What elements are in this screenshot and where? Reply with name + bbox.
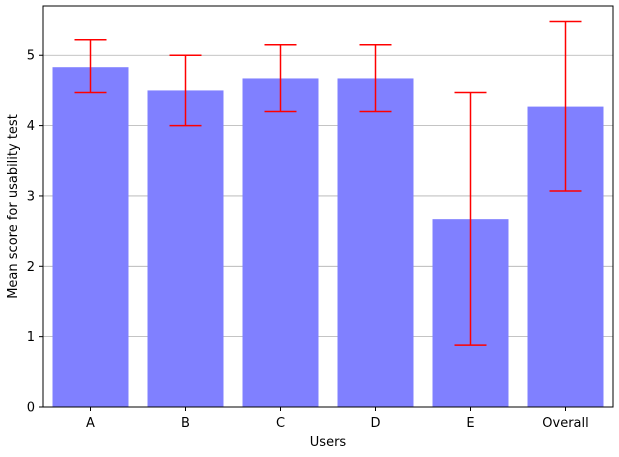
y-tick-label: 3 xyxy=(27,189,35,204)
y-axis-label: Mean score for usability test xyxy=(6,114,21,299)
x-tick-label: B xyxy=(181,416,190,431)
y-tick-label: 4 xyxy=(27,119,35,134)
x-tick-label: C xyxy=(276,416,285,431)
y-tick-label: 1 xyxy=(27,330,35,345)
x-tick-label: A xyxy=(86,416,95,431)
x-axis-ticks: A B C D E Overall xyxy=(86,407,589,431)
bar-d xyxy=(337,78,414,408)
bar-b xyxy=(147,90,224,407)
y-tick-label: 5 xyxy=(27,49,35,64)
x-tick-label: Overall xyxy=(542,416,588,431)
error-bar-a xyxy=(74,39,107,94)
error-bars xyxy=(74,20,582,346)
error-bar-overall xyxy=(549,20,582,192)
bar-a xyxy=(52,67,129,407)
error-bar-d xyxy=(359,43,392,113)
y-tick-label: 2 xyxy=(27,260,35,275)
x-tick-label: E xyxy=(466,416,474,431)
plot-frame xyxy=(42,5,614,408)
y-tick-label: 0 xyxy=(27,401,35,416)
x-axis-label: Users xyxy=(310,435,347,450)
y-axis-ticks: 0 1 2 3 4 5 xyxy=(27,49,43,416)
x-tick-label: D xyxy=(370,416,380,431)
bar-c xyxy=(242,78,319,408)
error-bar-b xyxy=(169,54,202,127)
error-bar-c xyxy=(264,43,297,113)
error-bar-e xyxy=(454,91,487,346)
bars xyxy=(52,67,604,408)
